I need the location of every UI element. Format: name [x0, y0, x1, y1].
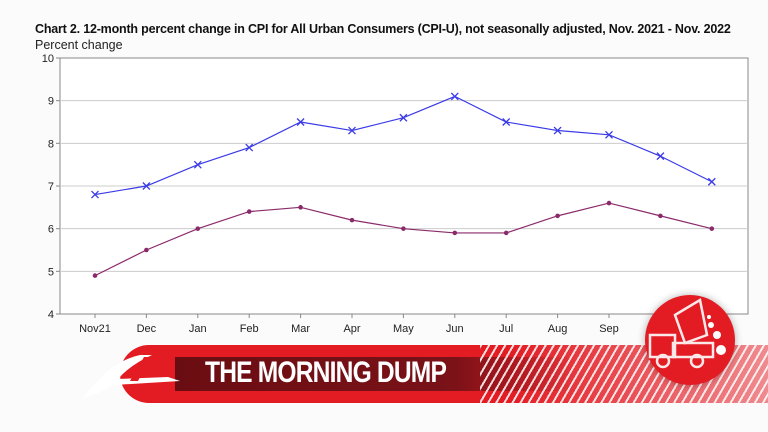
autopian-logo-icon: [82, 355, 180, 399]
series-0-point: [553, 126, 562, 135]
series-1-point: [246, 209, 252, 214]
line-chart: 4 5 6 7 8 9 10 Nov21 Dec Jan Feb Mar Apr May Jun Jul Aug…: [42, 53, 749, 335]
dump-truck-badge: [645, 295, 735, 385]
series-0-point: [296, 118, 305, 126]
series-0-point: [605, 130, 613, 139]
series-0-point: [399, 113, 408, 122]
chart-title: Chart 2. 12-month percent change in CPI …: [35, 22, 731, 36]
y-tick-label: 10: [42, 53, 54, 65]
series-1-point: [298, 205, 303, 210]
series-1-point: [709, 226, 715, 231]
y-axis-label: Percent change: [35, 38, 123, 52]
series-1-point: [555, 213, 560, 219]
x-tick-label: Dec: [137, 323, 157, 335]
x-tick-label: Nov21: [79, 323, 111, 335]
series-0-point: [91, 190, 99, 199]
dump-truck-icon: [648, 298, 726, 369]
x-tick-label: Jun: [446, 323, 464, 335]
x-tick-label: Jul: [499, 323, 513, 335]
x-tick-label: Feb: [240, 323, 259, 335]
y-tick-label: 5: [48, 266, 54, 278]
y-tick-label: 9: [48, 96, 54, 108]
x-tick-label: Jan: [189, 323, 207, 335]
x-tick-label: Aug: [548, 323, 568, 335]
series-0-point: [502, 118, 511, 126]
series-1-point: [401, 226, 406, 231]
series-0-point: [707, 177, 716, 186]
series-1-point: [452, 230, 458, 236]
y-tick-label: 8: [48, 138, 54, 150]
series-1-point: [195, 226, 201, 231]
series-0-point: [193, 160, 202, 169]
x-tick-label: Apr: [343, 323, 360, 335]
x-tick-label: May: [393, 323, 414, 335]
series-1-point: [503, 230, 509, 236]
series-0-point: [656, 152, 665, 161]
x-tick-label: Mar: [291, 323, 310, 335]
banner-title: THE MORNING DUMP: [205, 356, 447, 389]
y-tick-label: 7: [48, 181, 54, 193]
series-1-point: [144, 247, 149, 253]
series-0-point: [348, 126, 356, 135]
series-1-point: [606, 200, 612, 206]
series-1-point: [92, 273, 98, 278]
series-0-point: [245, 143, 254, 152]
series-0-point: [450, 92, 459, 101]
y-tick-label: 6: [48, 224, 54, 236]
y-tick-label: 4: [48, 309, 54, 321]
series-1-point: [658, 213, 663, 219]
x-tick-label: Sep: [599, 323, 619, 335]
series-0-point: [142, 182, 151, 190]
series-1-point: [349, 217, 355, 223]
